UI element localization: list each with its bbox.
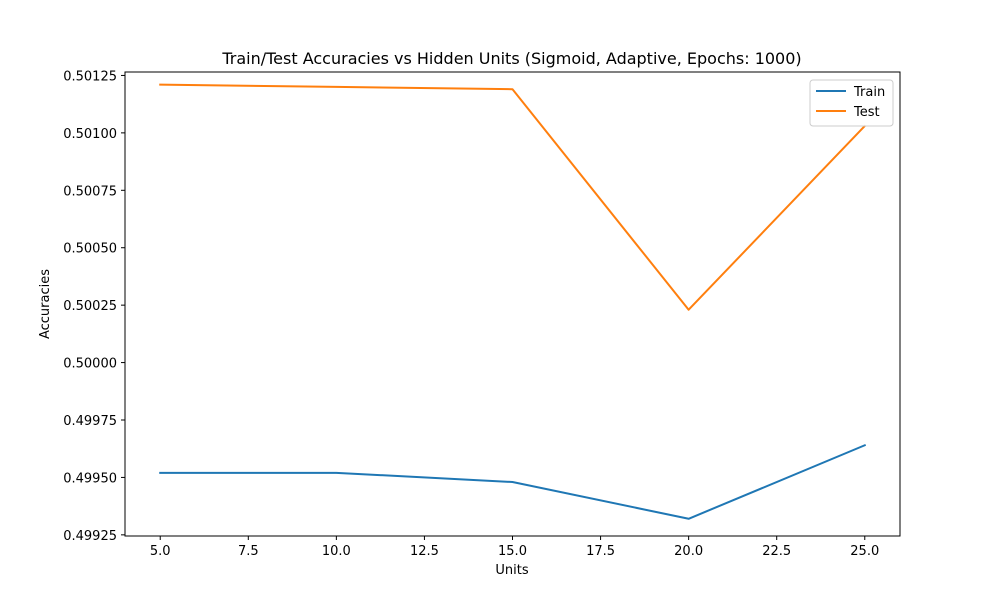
y-tick-label: 0.49925 bbox=[63, 529, 117, 544]
x-tick-label: 22.5 bbox=[762, 544, 791, 559]
x-axis-ticks: 5.0 7.5 10.0 12.5 15.0 17.5 20.0 22.5 25.0 bbox=[150, 536, 879, 559]
x-tick-label: 15.0 bbox=[498, 544, 527, 559]
x-tick-label: 10.0 bbox=[322, 544, 351, 559]
x-axis-title: Units bbox=[495, 563, 528, 578]
legend-label-test: Test bbox=[853, 105, 880, 120]
x-tick-label: 5.0 bbox=[150, 544, 171, 559]
y-tick-label: 0.50050 bbox=[63, 242, 117, 257]
y-tick-label: 0.50000 bbox=[63, 357, 117, 372]
legend-label-train: Train bbox=[853, 85, 885, 100]
y-tick-label: 0.50075 bbox=[63, 184, 117, 199]
y-axis-title: Accuracies bbox=[38, 269, 53, 339]
legend: Train Test bbox=[809, 79, 894, 127]
y-axis-ticks: 0.49925 0.49950 0.49975 0.50000 0.50025 0.500… bbox=[63, 69, 125, 544]
x-tick-label: 12.5 bbox=[410, 544, 439, 559]
series-layer bbox=[159, 83, 867, 520]
chart-title: Train/Test Accuracies vs Hidden Units (S… bbox=[221, 49, 801, 68]
y-tick-label: 0.50100 bbox=[63, 127, 117, 142]
y-tick-label: 0.49950 bbox=[63, 471, 117, 486]
x-tick-label: 25.0 bbox=[850, 544, 879, 559]
y-tick-label: 0.50025 bbox=[63, 299, 117, 314]
y-tick-label: 0.49975 bbox=[63, 414, 117, 429]
x-tick-label: 20.0 bbox=[674, 544, 703, 559]
x-tick-label: 17.5 bbox=[586, 544, 615, 559]
x-tick-label: 7.5 bbox=[238, 544, 259, 559]
y-tick-label: 0.50125 bbox=[63, 69, 117, 84]
